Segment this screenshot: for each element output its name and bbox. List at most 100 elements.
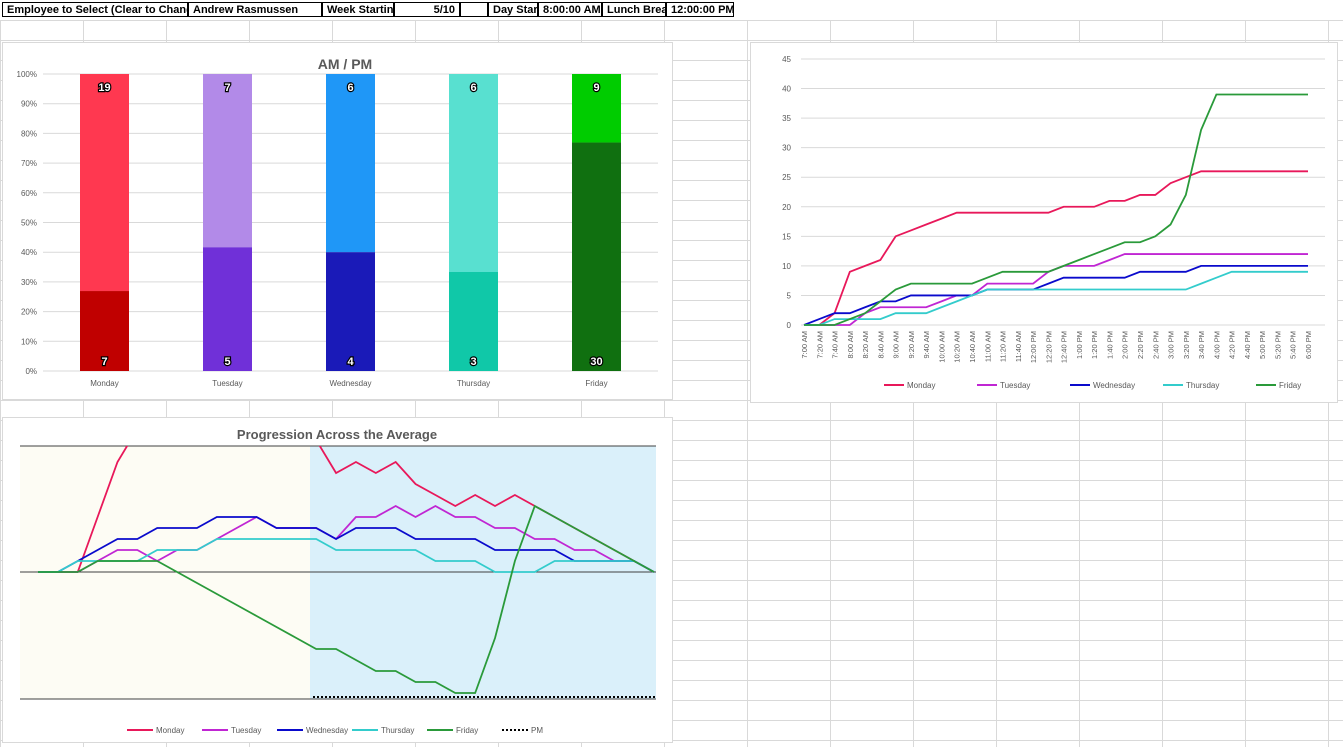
x-tick-label: 4:20 PM (1228, 331, 1237, 359)
y-tick-label: 5 (787, 291, 792, 300)
bar-am-label: 5 (224, 356, 230, 368)
y-tick-label: 20 (782, 203, 791, 212)
week-label: Week Starting: (322, 2, 394, 17)
ampm-chart-panel[interactable]: AM / PM 0% 10% 20% 30% 40% 50% 60% 70% 80% 90% 100… (2, 42, 673, 400)
bar-pm-label: 9 (593, 82, 599, 94)
y-tick-label: 30% (21, 278, 37, 287)
y-tick-label: 10 (782, 262, 791, 271)
legend-label: Thursday (1186, 381, 1219, 390)
bar-pm-label: 7 (224, 82, 230, 94)
series-line-friday (804, 93, 1308, 326)
bar-pm (449, 74, 498, 272)
x-tick-label: Thursday (457, 379, 490, 388)
y-tick-label: 25 (782, 173, 791, 182)
y-tick-label: 90% (21, 100, 37, 109)
x-tick-label: 2:00 PM (1121, 331, 1130, 359)
cumulative-chart: 0 5 10 15 20 25 30 35 40 45 7:00 AM 7:20 AM 7:40 AM 8… (782, 55, 1325, 390)
x-tick-label: Friday (585, 379, 607, 388)
bar-pm (572, 74, 621, 143)
series-line-thursday (804, 270, 1308, 326)
series-line-tuesday (38, 504, 655, 573)
x-tick-label: 9:20 AM (907, 331, 916, 359)
x-tick-label: 7:40 AM (831, 331, 840, 359)
x-tick-label: 9:00 AM (892, 331, 901, 359)
x-tick-label: 10:00 AM (937, 331, 946, 363)
x-tick-label: 5:00 PM (1258, 331, 1267, 359)
x-tick-label: 4:40 PM (1243, 331, 1252, 359)
bar-am-label: 4 (347, 356, 354, 368)
x-tick-label: 12:00 PM (1029, 331, 1038, 363)
legend-label: Monday (907, 381, 935, 390)
legend-label: Friday (456, 726, 478, 735)
progression-chart-title: Progression Across the Average (237, 427, 437, 442)
x-tick-label: 2:20 PM (1136, 331, 1145, 359)
x-tick-label: 8:20 AM (861, 331, 870, 359)
bar-am (80, 291, 129, 371)
lunch-label: Lunch Break (602, 2, 666, 17)
legend-label: PM (531, 726, 543, 735)
bar-am (449, 272, 498, 371)
parameters-row: Employee to Select (Clear to Change) And… (0, 0, 1343, 20)
x-tick-label: 3:20 PM (1182, 331, 1191, 359)
x-tick-label: 3:40 PM (1197, 331, 1206, 359)
legend-label: Tuesday (1000, 381, 1030, 390)
y-tick-label: 40% (21, 248, 37, 257)
x-tick-label: 5:20 PM (1273, 331, 1282, 359)
bar-am (572, 142, 621, 371)
x-tick-label: Monday (90, 379, 118, 388)
bar-am-label: 30 (590, 356, 602, 368)
cumulative-chart-panel[interactable]: 0 5 10 15 20 25 30 35 40 45 7:00 AM 7:20 AM 7:40 AM 8… (750, 42, 1338, 403)
employee-label: Employee to Select (Clear to Change) (2, 2, 188, 17)
x-tick-label: 3:00 PM (1167, 331, 1176, 359)
bar-pm (326, 74, 375, 253)
y-tick-label: 30 (782, 144, 791, 153)
x-tick-label: 2:40 PM (1151, 331, 1160, 359)
x-tick-label: 11:20 AM (999, 331, 1008, 362)
x-tick-label: 6:00 PM (1304, 331, 1313, 359)
x-tick-label: 10:20 AM (953, 331, 962, 363)
x-tick-label: Wednesday (329, 379, 371, 388)
bar-am (203, 247, 252, 371)
y-tick-label: 60% (21, 189, 37, 198)
progression-chart: Progression Across the Average Monday Tue… (20, 427, 656, 735)
x-tick-label: 11:40 AM (1014, 331, 1023, 362)
bar-am-label: 3 (470, 356, 476, 368)
lunch-input[interactable]: 12:00:00 PM (666, 2, 734, 17)
employee-input[interactable]: Andrew Rasmussen (188, 2, 322, 17)
bar-pm-label: 6 (470, 82, 476, 94)
x-tick-label: 8:00 AM (846, 331, 855, 359)
x-tick-label: 1:00 PM (1075, 331, 1084, 359)
x-tick-label: 11:00 AM (983, 331, 992, 362)
progression-chart-panel[interactable]: Progression Across the Average Monday Tue… (2, 417, 673, 743)
y-tick-label: 15 (782, 232, 791, 241)
y-tick-label: 40 (782, 85, 791, 94)
y-tick-label: 70% (21, 159, 37, 168)
bar-am (326, 252, 375, 371)
legend-label: Monday (156, 726, 184, 735)
bar-pm-label: 19 (98, 82, 110, 94)
x-tick-label: 5:40 PM (1289, 331, 1298, 359)
x-tick-label: 10:40 AM (968, 331, 977, 363)
ampm-chart: AM / PM 0% 10% 20% 30% 40% 50% 60% 70% 80% 90% 100… (17, 56, 658, 388)
series-line-monday (804, 170, 1308, 326)
y-tick-label: 0% (25, 367, 37, 376)
series-line-friday (38, 504, 655, 694)
x-tick-label: 8:40 AM (876, 331, 885, 359)
ampm-chart-title: AM / PM (318, 56, 372, 72)
x-tick-label: 12:40 PM (1060, 331, 1069, 363)
day-start-input[interactable]: 8:00:00 AM (538, 2, 602, 17)
series-line-wednesday (38, 516, 655, 573)
series-line-thursday (38, 538, 655, 573)
bar-pm (203, 74, 252, 248)
y-tick-label: 0 (787, 321, 792, 330)
x-tick-label: 1:40 PM (1105, 331, 1114, 359)
week-input[interactable]: 5/10 (394, 2, 460, 17)
legend-label: Tuesday (231, 726, 261, 735)
x-tick-label: 1:20 PM (1090, 331, 1099, 359)
series-line-wednesday (803, 264, 1308, 326)
x-tick-label: 12:20 PM (1044, 331, 1053, 363)
legend-label: Thursday (381, 726, 414, 735)
y-tick-label: 80% (21, 129, 37, 138)
x-tick-label: 9:40 AM (922, 331, 931, 359)
x-tick-label: Tuesday (212, 379, 242, 388)
